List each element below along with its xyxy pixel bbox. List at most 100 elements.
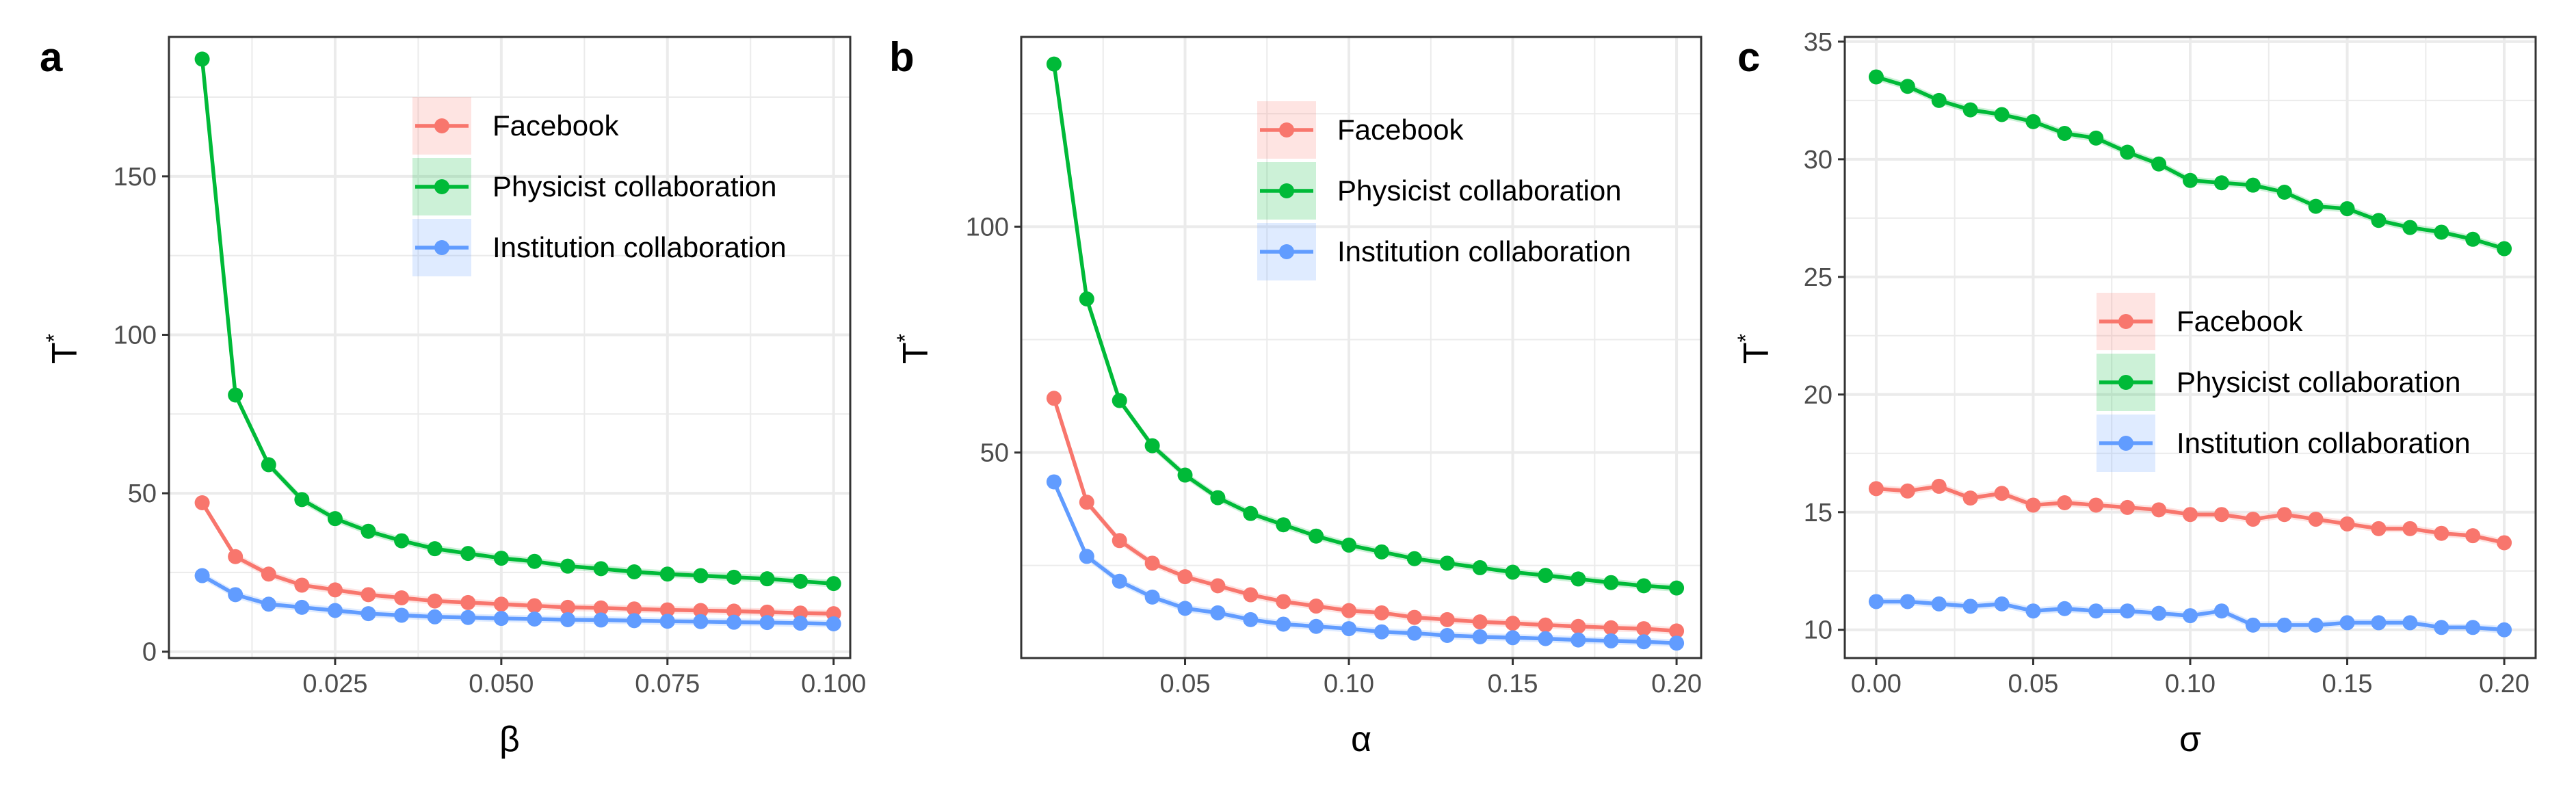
data-point-institution [1931, 596, 1947, 612]
data-point-institution [2183, 608, 2198, 624]
data-point-physicist [1603, 575, 1619, 590]
data-point-institution [2120, 603, 2135, 619]
data-point-physicist [1406, 551, 1422, 566]
data-point-physicist [2213, 175, 2229, 191]
legend-key-point [1279, 244, 1294, 259]
x-tick-label: 0.15 [1488, 670, 1538, 698]
data-point-facebook [2057, 495, 2073, 510]
x-tick-label: 0.05 [1160, 670, 1211, 698]
data-point-institution [2371, 615, 2387, 631]
data-point-physicist [2183, 172, 2198, 188]
data-point-institution [427, 609, 443, 625]
data-point-physicist [2276, 185, 2292, 200]
data-point-physicist [228, 387, 244, 403]
data-point-facebook [2245, 512, 2261, 527]
data-point-institution [826, 616, 841, 631]
data-point-physicist [1472, 560, 1488, 575]
data-point-physicist [394, 533, 410, 549]
x-tick-label: 0.025 [302, 670, 367, 698]
x-tick-label: 0.10 [1324, 670, 1374, 698]
data-point-institution [394, 607, 410, 623]
y-axis-title-superscript: * [42, 334, 66, 342]
data-point-facebook [261, 566, 276, 582]
data-point-institution [228, 587, 244, 603]
series-layer [1046, 56, 1685, 651]
data-point-facebook [1046, 391, 1062, 406]
y-axis-title: T* [893, 334, 936, 364]
y-tick-label: 100 [966, 213, 1009, 241]
legend: Facebook Physicist collaboration Instituti… [412, 97, 787, 276]
x-axis-title: α [1351, 720, 1371, 759]
data-point-facebook [394, 590, 410, 605]
data-point-facebook [659, 602, 675, 618]
y-axis-title-main: T [45, 342, 85, 364]
data-point-facebook [726, 603, 741, 619]
data-point-institution [2151, 605, 2167, 621]
data-point-institution [1439, 627, 1455, 643]
data-point-physicist [2402, 220, 2418, 235]
data-point-physicist [1046, 56, 1062, 72]
data-point-facebook [1472, 614, 1488, 630]
data-point-institution [1868, 594, 1884, 609]
data-point-facebook [1079, 495, 1094, 510]
data-point-physicist [2465, 231, 2481, 247]
x-tick-label: 0.100 [801, 670, 866, 698]
data-point-physicist [1374, 544, 1389, 560]
chart-panel-b: 0.05 0.10 0.15 0.20 50 100 α T* b Facebook Physici… [889, 34, 1703, 759]
panel-label: a [40, 34, 63, 80]
legend-key-point [2118, 375, 2133, 390]
data-point-physicist [1144, 438, 1160, 454]
y-tick-label: 35 [1804, 28, 1832, 57]
data-point-facebook [460, 594, 476, 610]
data-point-institution [360, 606, 376, 622]
y-tick-label: 25 [1804, 263, 1832, 292]
legend-label: Facebook [2177, 305, 2303, 337]
data-point-institution [693, 614, 709, 629]
legend-label: Institution collaboration [2177, 427, 2471, 459]
x-tick-label: 0.05 [2008, 670, 2058, 698]
data-point-physicist [659, 566, 675, 582]
y-tick-label: 10 [1804, 616, 1832, 645]
data-point-physicist [2057, 126, 2073, 142]
data-point-physicist [1994, 107, 2010, 122]
legend-label: Institution collaboration [1337, 235, 1631, 267]
panel-label: b [889, 34, 915, 80]
data-point-physicist [1962, 102, 1978, 118]
data-point-facebook [327, 582, 343, 598]
data-point-facebook [1962, 490, 1978, 506]
data-point-physicist [693, 568, 709, 583]
data-point-facebook [1243, 587, 1259, 603]
x-tick-label: 0.050 [469, 670, 534, 698]
data-point-institution [1669, 635, 1685, 651]
legend-key-point [2118, 314, 2133, 329]
data-point-physicist [1505, 564, 1521, 580]
data-point-facebook [2402, 521, 2418, 536]
data-point-institution [2088, 603, 2104, 619]
data-point-facebook [1603, 620, 1619, 635]
chart-panel-c: 0.00 0.05 0.10 0.15 0.20 10 15 20 25 30 35 σ T* c Face… [1733, 28, 2537, 759]
data-point-physicist [1439, 555, 1455, 571]
data-point-facebook [2434, 525, 2449, 541]
data-point-facebook [759, 604, 775, 620]
data-point-physicist [1931, 92, 1947, 108]
data-point-facebook [693, 603, 709, 618]
data-point-facebook [1144, 555, 1160, 571]
data-point-facebook [1669, 623, 1685, 639]
y-tick-label: 20 [1804, 381, 1832, 410]
data-point-physicist [1636, 578, 1652, 594]
data-point-institution [1276, 616, 1291, 632]
y-axis-title-main: T [896, 342, 936, 364]
data-point-physicist [1309, 528, 1324, 544]
data-point-facebook [2497, 535, 2512, 551]
data-point-institution [1900, 594, 1915, 609]
data-point-institution [493, 611, 509, 627]
data-point-facebook [1439, 612, 1455, 627]
data-point-institution [1994, 596, 2010, 612]
data-point-institution [1962, 599, 1978, 614]
data-point-facebook [2339, 516, 2355, 531]
legend-label: Physicist collaboration [492, 170, 777, 202]
data-point-physicist [2434, 224, 2449, 240]
plot-background [1021, 37, 1701, 658]
data-point-institution [460, 609, 476, 625]
data-point-institution [793, 616, 809, 631]
